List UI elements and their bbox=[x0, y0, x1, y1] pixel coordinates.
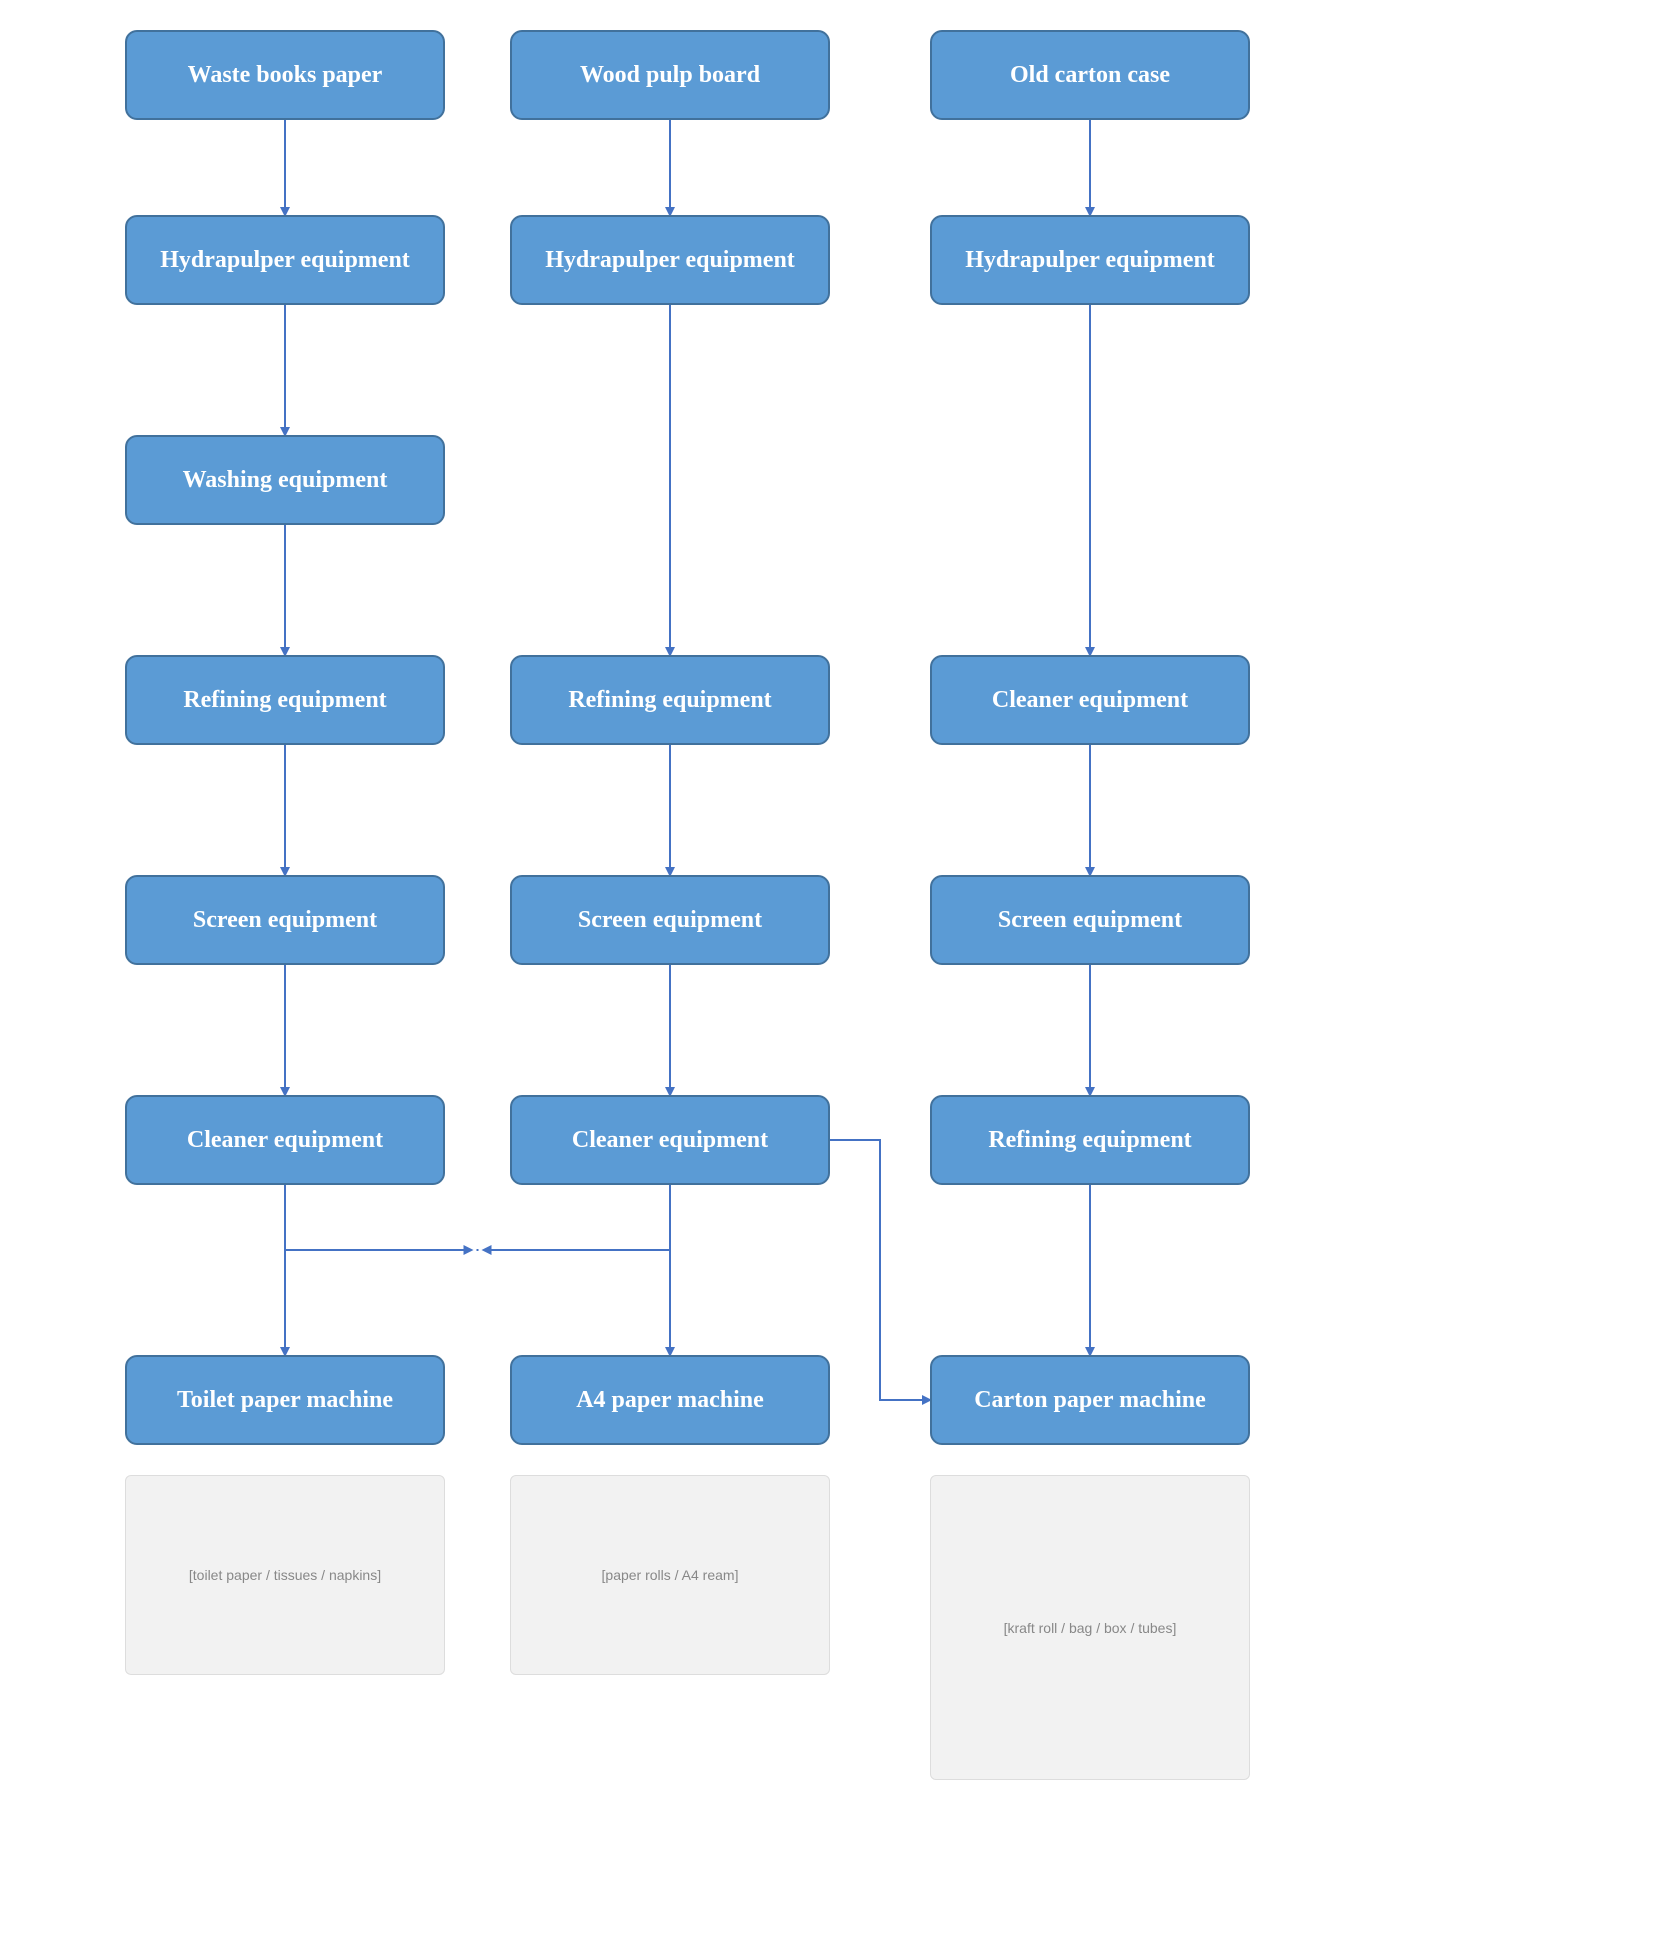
flow-node-label: Old carton case bbox=[1010, 62, 1170, 89]
flow-node-label: Refining equipment bbox=[568, 687, 771, 714]
flow-node-n_c1_r5: Screen equipment bbox=[125, 875, 445, 965]
flow-node-label: Refining equipment bbox=[988, 1127, 1191, 1154]
flow-node-label: A4 paper machine bbox=[576, 1387, 764, 1414]
flow-node-label: Screen equipment bbox=[578, 907, 762, 934]
product-image-c3: [kraft roll / bag / box / tubes] bbox=[930, 1475, 1250, 1780]
flow-node-label: Hydrapulper equipment bbox=[965, 247, 1215, 274]
flow-node-label: Cleaner equipment bbox=[187, 1127, 383, 1154]
flow-node-n_c3_r1: Old carton case bbox=[930, 30, 1250, 120]
flow-node-label: Cleaner equipment bbox=[992, 687, 1188, 714]
flow-node-label: Refining equipment bbox=[183, 687, 386, 714]
flow-node-n_c2_r4: Refining equipment bbox=[510, 655, 830, 745]
flow-node-label: Waste books paper bbox=[188, 62, 383, 89]
flow-node-n_c1_r2: Hydrapulper equipment bbox=[125, 215, 445, 305]
flow-node-label: Toilet paper machine bbox=[177, 1387, 393, 1414]
flow-node-label: Screen equipment bbox=[193, 907, 377, 934]
product-image-c2: [paper rolls / A4 ream] bbox=[510, 1475, 830, 1675]
product-image-c1: [toilet paper / tissues / napkins] bbox=[125, 1475, 445, 1675]
flow-node-n_c2_r2: Hydrapulper equipment bbox=[510, 215, 830, 305]
flow-node-n_c2_r1: Wood pulp board bbox=[510, 30, 830, 120]
flow-node-label: Washing equipment bbox=[183, 467, 388, 494]
flow-node-n_c1_r1: Waste books paper bbox=[125, 30, 445, 120]
flow-node-n_c1_r4: Refining equipment bbox=[125, 655, 445, 745]
flow-node-n_c3_r4: Cleaner equipment bbox=[930, 655, 1250, 745]
flow-node-label: Hydrapulper equipment bbox=[160, 247, 410, 274]
flow-node-n_c3_r6: Refining equipment bbox=[930, 1095, 1250, 1185]
flow-node-n_c3_r2: Hydrapulper equipment bbox=[930, 215, 1250, 305]
flow-node-n_c1_r3: Washing equipment bbox=[125, 435, 445, 525]
flow-node-label: Hydrapulper equipment bbox=[545, 247, 795, 274]
flow-node-n_c1_r6: Cleaner equipment bbox=[125, 1095, 445, 1185]
flow-node-n_c2_r6: Cleaner equipment bbox=[510, 1095, 830, 1185]
flow-node-label: Cleaner equipment bbox=[572, 1127, 768, 1154]
flow-node-n_c3_r5: Screen equipment bbox=[930, 875, 1250, 965]
flow-node-n_c1_r7: Toilet paper machine bbox=[125, 1355, 445, 1445]
flow-node-label: Wood pulp board bbox=[580, 62, 760, 89]
flow-node-n_c2_r7: A4 paper machine bbox=[510, 1355, 830, 1445]
flow-node-label: Carton paper machine bbox=[974, 1387, 1206, 1414]
flow-node-n_c3_r7: Carton paper machine bbox=[930, 1355, 1250, 1445]
flow-node-n_c2_r5: Screen equipment bbox=[510, 875, 830, 965]
flow-node-label: Screen equipment bbox=[998, 907, 1182, 934]
